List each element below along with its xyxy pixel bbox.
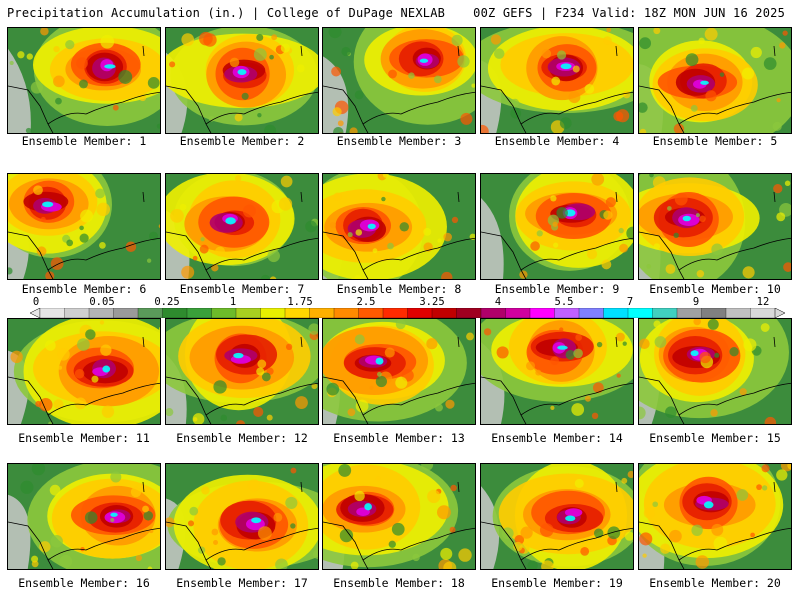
colorbar-tick-label: 7 (626, 296, 634, 308)
ensemble-member-map (638, 27, 792, 134)
ensemble-member-map (480, 173, 634, 280)
ensemble-member-label: Ensemble Member: 6 (21, 282, 147, 296)
ensemble-member-map (7, 173, 161, 280)
ensemble-member-label: Ensemble Member: 18 (333, 576, 465, 590)
ensemble-member-label: Ensemble Member: 2 (179, 134, 305, 148)
colorbar-tick-label: 12 (756, 296, 770, 308)
ensemble-member-label: Ensemble Member: 9 (494, 282, 620, 296)
ensemble-member-label: Ensemble Member: 11 (18, 431, 150, 445)
colorbar (30, 308, 785, 318)
colorbar-tick-label: 3.25 (419, 296, 445, 308)
colorbar-tick-label: 0.05 (89, 296, 115, 308)
ensemble-member-label: Ensemble Member: 7 (179, 282, 305, 296)
valid-time: 00Z GEFS | F234 Valid: 18Z MON JUN 16 20… (473, 6, 785, 20)
colorbar-tick-label: 5.5 (554, 296, 574, 308)
ensemble-member-map (480, 318, 634, 425)
ensemble-member-map (165, 463, 319, 570)
ensemble-member-map (322, 173, 476, 280)
ensemble-member-map (322, 463, 476, 570)
ensemble-member-map (480, 27, 634, 134)
ensemble-member-map (7, 27, 161, 134)
ensemble-member-map (322, 318, 476, 425)
ensemble-member-label: Ensemble Member: 20 (649, 576, 781, 590)
colorbar-tick-label: 0 (32, 296, 40, 308)
ensemble-member-map (322, 27, 476, 134)
ensemble-member-label: Ensemble Member: 3 (336, 134, 462, 148)
ensemble-member-label: Ensemble Member: 12 (176, 431, 308, 445)
ensemble-member-label: Ensemble Member: 17 (176, 576, 308, 590)
colorbar-tick-label: 1.75 (287, 296, 313, 308)
ensemble-member-label: Ensemble Member: 5 (652, 134, 778, 148)
ensemble-member-map (165, 318, 319, 425)
colorbar-tick-label: 1 (229, 296, 237, 308)
ensemble-member-map (165, 27, 319, 134)
ensemble-member-label: Ensemble Member: 4 (494, 134, 620, 148)
colorbar-tick-label: 9 (692, 296, 700, 308)
colorbar-tick-label: 0.25 (154, 296, 180, 308)
chart-title: Precipitation Accumulation (in.) | Colle… (7, 6, 446, 20)
colorbar-tick-label: 2.5 (356, 296, 376, 308)
ensemble-member-label: Ensemble Member: 10 (649, 282, 781, 296)
ensemble-member-map (7, 463, 161, 570)
colorbar-tick-label: 4 (494, 296, 502, 308)
ensemble-member-map (638, 173, 792, 280)
ensemble-member-map (165, 173, 319, 280)
ensemble-member-label: Ensemble Member: 8 (336, 282, 462, 296)
ensemble-member-map (7, 318, 161, 425)
ensemble-member-label: Ensemble Member: 1 (21, 134, 147, 148)
ensemble-member-label: Ensemble Member: 15 (649, 431, 781, 445)
ensemble-member-label: Ensemble Member: 19 (491, 576, 623, 590)
ensemble-member-map (638, 463, 792, 570)
ensemble-member-map (638, 318, 792, 425)
ensemble-member-label: Ensemble Member: 13 (333, 431, 465, 445)
ensemble-member-label: Ensemble Member: 16 (18, 576, 150, 590)
ensemble-member-map (480, 463, 634, 570)
ensemble-member-label: Ensemble Member: 14 (491, 431, 623, 445)
